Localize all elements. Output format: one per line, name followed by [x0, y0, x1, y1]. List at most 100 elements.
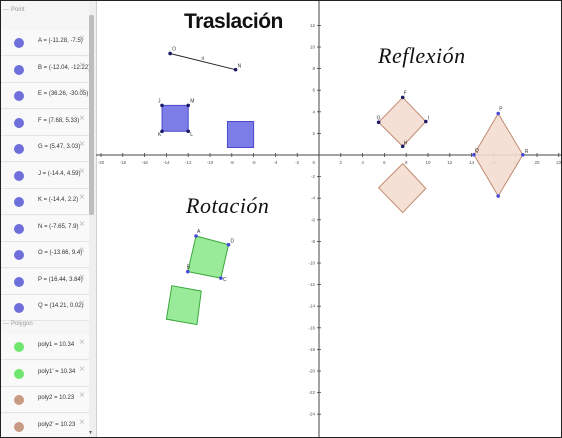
algebra-scrollbar-thumb[interactable] — [89, 15, 94, 215]
rot-original-point[interactable] — [194, 234, 198, 238]
rot-image-polygon[interactable] — [165, 285, 202, 326]
graphics-canvas[interactable]: -24-22-20-18-16-14-12-10-8-6-4-224681012… — [96, 1, 562, 438]
point-row[interactable]: A = (-11.28, -7.5) × — [1, 30, 89, 56]
scroll-down-icon[interactable]: ▾ — [89, 430, 93, 436]
point-definition[interactable]: O = (-13.66, 9.4) — [38, 250, 83, 256]
polygon-row[interactable]: poly2 = 10.23 × — [1, 387, 89, 413]
polygon-row[interactable]: poly1 = 10.34 × — [1, 334, 89, 360]
polygon-group-header[interactable]: — Polygon — [1, 315, 89, 333]
refl-original-point[interactable] — [400, 95, 405, 100]
rot-original-point[interactable] — [185, 269, 190, 274]
visibility-toggle-icon[interactable] — [14, 342, 24, 352]
chevron-down-icon[interactable]: — — [3, 7, 9, 13]
refl-original-point-label: I — [428, 116, 429, 122]
visibility-toggle-icon[interactable] — [14, 421, 24, 432]
refl-second-point[interactable] — [496, 111, 500, 116]
close-icon[interactable]: × — [79, 192, 85, 203]
point-row[interactable]: N = (-7.65, 7.9) × — [1, 215, 89, 242]
trans-image-polygon[interactable] — [226, 121, 255, 148]
point-row[interactable]: G = (5.47, 3.03) × — [1, 136, 89, 162]
visibility-toggle-icon[interactable] — [14, 117, 24, 128]
close-icon[interactable]: × — [79, 165, 85, 177]
point-definition[interactable]: Q = (14.21, 0.02) — [38, 303, 84, 309]
close-icon[interactable]: × — [79, 245, 85, 256]
refl-original-polygon[interactable] — [377, 96, 427, 148]
close-icon[interactable]: × — [79, 363, 85, 375]
point-row[interactable]: O = (-13.66, 9.4) × — [1, 242, 89, 268]
point-row[interactable]: J = (-14.4, 4.59) × — [1, 162, 89, 189]
trans-original-point[interactable] — [186, 129, 190, 134]
y-tick-label: -18 — [308, 347, 315, 352]
rot-original-point[interactable] — [219, 276, 223, 280]
visibility-toggle-icon[interactable] — [14, 395, 24, 405]
polygon-row[interactable]: poly2' = 10.23 × — [1, 413, 89, 437]
visibility-toggle-icon[interactable] — [14, 276, 24, 287]
y-tick-label: -6 — [311, 217, 315, 222]
close-icon[interactable]: × — [79, 86, 85, 97]
point-row[interactable]: K = (-14.4, 2.2) × — [1, 189, 89, 215]
close-icon[interactable]: × — [79, 218, 85, 230]
close-icon[interactable]: × — [79, 298, 85, 309]
close-icon[interactable]: × — [79, 271, 85, 283]
vector-start-point[interactable] — [168, 51, 172, 56]
refl-original-point[interactable] — [376, 120, 381, 125]
rot-original-point[interactable] — [226, 242, 231, 247]
point-definition[interactable]: E = (36.26, -30.05) — [38, 91, 89, 97]
point-definition[interactable]: P = (16.44, 3.84) — [38, 276, 83, 283]
point-row[interactable]: E = (36.26, -30.05) × — [1, 83, 89, 109]
polygon-definition[interactable]: poly1' = 10.34 — [38, 368, 76, 375]
refl-image-polygon[interactable] — [377, 162, 427, 214]
point-row[interactable]: Q = (14.21, 0.02) × — [1, 295, 89, 321]
refl-second-point[interactable] — [496, 194, 500, 198]
visibility-toggle-icon[interactable] — [14, 64, 24, 75]
visibility-toggle-icon[interactable] — [14, 250, 24, 260]
refl-original-point-label: H — [404, 140, 408, 146]
point-definition[interactable]: A = (-11.28, -7.5) — [38, 38, 83, 44]
close-icon[interactable]: × — [79, 416, 85, 428]
close-icon[interactable]: × — [79, 59, 85, 71]
refl-second-polygon[interactable] — [473, 112, 524, 198]
point-definition[interactable]: B = (-12.04, -12.22) — [38, 64, 91, 71]
close-icon[interactable]: × — [79, 139, 85, 150]
polygon-row[interactable]: poly1' = 10.34 × — [1, 360, 89, 387]
close-icon[interactable]: × — [79, 33, 85, 44]
visibility-toggle-icon[interactable] — [14, 91, 24, 101]
trans-original-point[interactable] — [186, 103, 190, 108]
polygon-definition[interactable]: poly2' = 10.23 — [38, 421, 76, 428]
refl-original-point[interactable] — [424, 119, 428, 124]
close-icon[interactable]: × — [79, 337, 85, 348]
point-definition[interactable]: G = (5.47, 3.03) — [38, 144, 81, 150]
algebra-scrollbar-track[interactable] — [89, 1, 96, 437]
visibility-toggle-icon[interactable] — [14, 197, 24, 207]
point-definition[interactable]: J = (-14.4, 4.59) — [38, 170, 81, 177]
point-row[interactable]: F = (7.68, 5.33) × — [1, 109, 89, 136]
rot-original-polygon[interactable] — [187, 235, 230, 279]
refl-second-point-label: P — [499, 107, 503, 113]
graphics-view[interactable]: -24-22-20-18-16-14-12-10-8-6-4-224681012… — [96, 1, 562, 438]
polygon-definition[interactable]: poly2 = 10.23 — [38, 395, 75, 401]
point-definition[interactable]: N = (-7.65, 7.9) — [38, 223, 79, 230]
vector-u-line[interactable] — [169, 52, 236, 71]
visibility-toggle-icon[interactable] — [14, 368, 24, 379]
visibility-toggle-icon[interactable] — [14, 38, 24, 48]
refl-original-point[interactable] — [400, 144, 405, 149]
point-row[interactable]: P = (16.44, 3.84) × — [1, 268, 89, 295]
visibility-toggle-icon[interactable] — [14, 303, 24, 313]
point-row[interactable]: B = (-12.04, -12.22) × — [1, 56, 91, 83]
refl-second-point[interactable] — [521, 152, 525, 157]
visibility-toggle-icon[interactable] — [14, 170, 24, 181]
close-icon[interactable]: × — [79, 390, 85, 401]
vector-end-point[interactable] — [233, 67, 238, 72]
refl-second-point[interactable] — [472, 152, 476, 157]
visibility-toggle-icon[interactable] — [14, 223, 24, 234]
polygon-definition[interactable]: poly1 = 10.34 — [38, 342, 75, 348]
point-definition[interactable]: K = (-14.4, 2.2) — [38, 197, 79, 203]
trans-original-polygon[interactable] — [161, 104, 189, 132]
chevron-down-icon[interactable]: — — [3, 321, 9, 327]
visibility-toggle-icon[interactable] — [14, 144, 24, 154]
point-group-header[interactable]: — Point — [1, 1, 89, 19]
point-definition[interactable]: F = (7.68, 5.33) — [38, 117, 80, 124]
close-icon[interactable]: × — [79, 112, 85, 124]
trans-original-point[interactable] — [160, 103, 164, 108]
trans-original-point[interactable] — [160, 129, 164, 134]
